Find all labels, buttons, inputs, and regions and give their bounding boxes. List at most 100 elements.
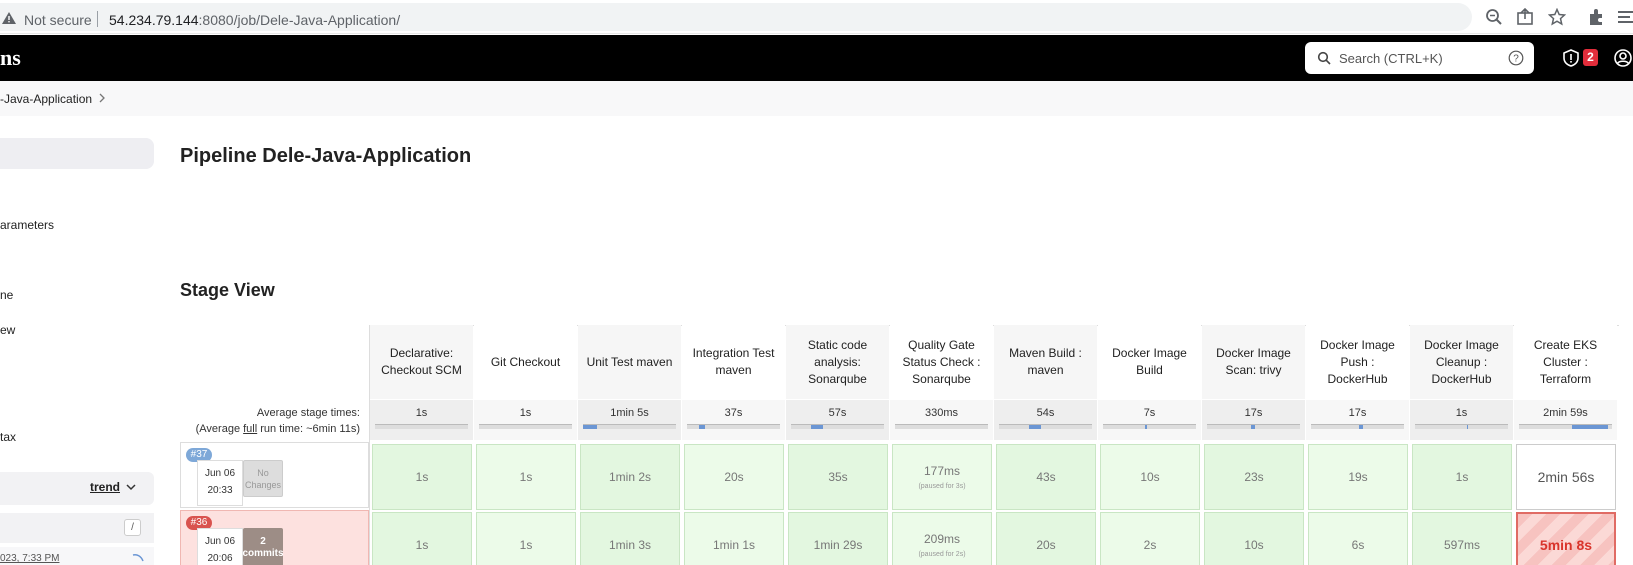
share-icon[interactable] — [1516, 8, 1534, 26]
search-icon — [1317, 51, 1331, 65]
stage-result-cell[interactable]: 23s — [1204, 444, 1304, 510]
trend-link[interactable]: trend — [90, 480, 120, 494]
stage-result-cell[interactable]: 1min 1s — [684, 512, 784, 565]
build-number-badge[interactable]: #36 — [186, 516, 212, 530]
average-stage-times-text: Average stage times: — [256, 407, 360, 419]
sidebar-item-overview[interactable]: ew — [0, 323, 16, 337]
average-time-track — [687, 424, 780, 429]
commits-label: commits — [242, 547, 284, 559]
stage-duration: 1s — [415, 538, 429, 552]
average-time-bar — [1029, 425, 1041, 429]
average-time-cell: 54s — [994, 400, 1097, 440]
jenkins-logo-text[interactable]: ns — [0, 45, 21, 70]
average-time-track — [1207, 424, 1300, 429]
extensions-icon[interactable] — [1587, 8, 1605, 26]
url-text[interactable]: 54.234.79.144:8080/job/Dele-Java-Applica… — [109, 12, 400, 28]
stage-result-cell[interactable]: 10s — [1204, 512, 1304, 565]
stage-result-cell[interactable]: 1s — [372, 512, 472, 565]
security-badge[interactable]: 2 — [1583, 49, 1598, 66]
average-time-cell: 330ms — [890, 400, 993, 440]
average-time-track — [1519, 424, 1612, 429]
stage-duration: 2min 56s — [1537, 469, 1595, 485]
stage-header: Git Checkout — [474, 325, 577, 399]
paused-note: (paused for 2s) — [918, 551, 966, 558]
average-time-value: 1s — [415, 407, 428, 419]
stage-result-cell[interactable]: 20s — [684, 444, 784, 510]
stage-result-cell[interactable]: 1s — [1412, 444, 1512, 510]
stage-result-cell[interactable]: 6s — [1308, 512, 1408, 565]
console-icon[interactable] — [132, 553, 144, 563]
bookmark-star-icon[interactable] — [1548, 8, 1566, 26]
commits-count: 2 — [260, 535, 266, 547]
stage-duration: 10s — [1244, 538, 1264, 552]
stage-result-cell[interactable]: 19s — [1308, 444, 1408, 510]
commits-button[interactable]: 2 commits — [242, 528, 284, 565]
stage-duration: 1min 29s — [813, 538, 863, 552]
stage-result-cell[interactable]: 2min 56s — [1516, 444, 1616, 510]
build-row-36[interactable]: #36 Jun 06 20:06 2 commits — [180, 510, 369, 565]
menu-icon[interactable] — [1617, 8, 1633, 26]
stage-header: Declarative: Checkout SCM — [370, 325, 473, 399]
average-time-track — [1311, 424, 1404, 429]
user-icon[interactable] — [1614, 49, 1632, 67]
stage-result-cell[interactable]: 1min 29s — [788, 512, 888, 565]
filter-shortcut-key: / — [124, 519, 141, 536]
stage-duration: 177ms — [923, 464, 961, 478]
stage-result-cell[interactable]: 1s — [476, 512, 576, 565]
average-time-cell: 17s — [1306, 400, 1409, 440]
stage-duration: 35s — [828, 470, 848, 484]
page-title: Pipeline Dele-Java-Application — [180, 145, 472, 167]
help-icon[interactable]: ? — [1508, 50, 1524, 66]
average-time-bar — [1467, 425, 1468, 429]
average-suffix: run time: ~6min 11s) — [257, 423, 360, 435]
stage-header: Create EKS Cluster : Terraform — [1514, 325, 1617, 399]
build-number-badge[interactable]: #37 — [186, 448, 212, 462]
paused-note: (paused for 3s) — [918, 483, 966, 490]
stage-duration: 1min 1s — [712, 538, 756, 552]
stage-duration: 1s — [1455, 470, 1469, 484]
stage-header: Docker Image Cleanup : DockerHub — [1410, 325, 1513, 399]
average-time-track — [791, 424, 884, 429]
stage-result-cell[interactable]: 2s — [1100, 512, 1200, 565]
zoom-icon[interactable] — [1485, 8, 1503, 26]
stage-result-cell[interactable]: 1s — [476, 444, 576, 510]
sidebar-item-pipeline[interactable]: ne — [0, 288, 14, 302]
stage-result-cell[interactable]: 5min 8s — [1516, 512, 1616, 565]
stage-duration: 20s — [1036, 538, 1056, 552]
build-filter[interactable]: / — [0, 513, 154, 543]
stage-result-cell[interactable]: 1s — [372, 444, 472, 510]
address-bar[interactable]: Not secure 54.234.79.144:8080/job/Dele-J… — [0, 3, 1472, 31]
build-history-entry[interactable]: 023, 7:33 PM — [0, 547, 154, 565]
stage-duration: 10s — [1140, 470, 1160, 484]
build-history-date[interactable]: 023, 7:33 PM — [0, 553, 60, 564]
stage-duration: 597ms — [1443, 538, 1481, 552]
search-input[interactable]: Search (CTRL+K) ? — [1305, 42, 1534, 74]
stage-result-cell[interactable]: 1min 3s — [580, 512, 680, 565]
average-time-cell: 7s — [1098, 400, 1201, 440]
stage-result-cell[interactable]: 209ms (paused for 2s) — [892, 512, 992, 565]
security-shield-icon[interactable] — [1563, 49, 1579, 67]
stage-result-cell[interactable]: 597ms — [1412, 512, 1512, 565]
breadcrumb-job[interactable]: -Java-Application — [0, 92, 93, 106]
stage-result-cell[interactable]: 177ms (paused for 3s) — [892, 444, 992, 510]
sidebar-item-parameters[interactable]: arameters — [0, 218, 55, 232]
sidebar-item-syntax[interactable]: tax — [0, 430, 17, 444]
build-row-37[interactable]: #37 Jun 06 20:33 No Changes — [180, 442, 369, 508]
average-time-cell: 37s — [682, 400, 785, 440]
average-time-value: 1s — [519, 407, 532, 419]
stage-result-cell[interactable]: 35s — [788, 444, 888, 510]
stage-result-cell[interactable]: 1min 2s — [580, 444, 680, 510]
stage-result-cell[interactable]: 43s — [996, 444, 1096, 510]
url-host: 54.234.79.144 — [109, 12, 199, 28]
warning-icon — [2, 12, 16, 24]
chevron-right-icon — [99, 93, 105, 103]
sidebar-status-item[interactable] — [0, 138, 154, 169]
security-label[interactable]: Not secure — [24, 12, 92, 28]
stage-result-cell[interactable]: 20s — [996, 512, 1096, 565]
average-time-value: 7s — [1143, 407, 1156, 419]
average-time-track — [1415, 424, 1508, 429]
stage-result-cell[interactable]: 10s — [1100, 444, 1200, 510]
chevron-down-icon[interactable] — [126, 484, 136, 491]
full-run-time-link[interactable]: full — [243, 423, 258, 435]
svg-text:?: ? — [1513, 54, 1519, 65]
